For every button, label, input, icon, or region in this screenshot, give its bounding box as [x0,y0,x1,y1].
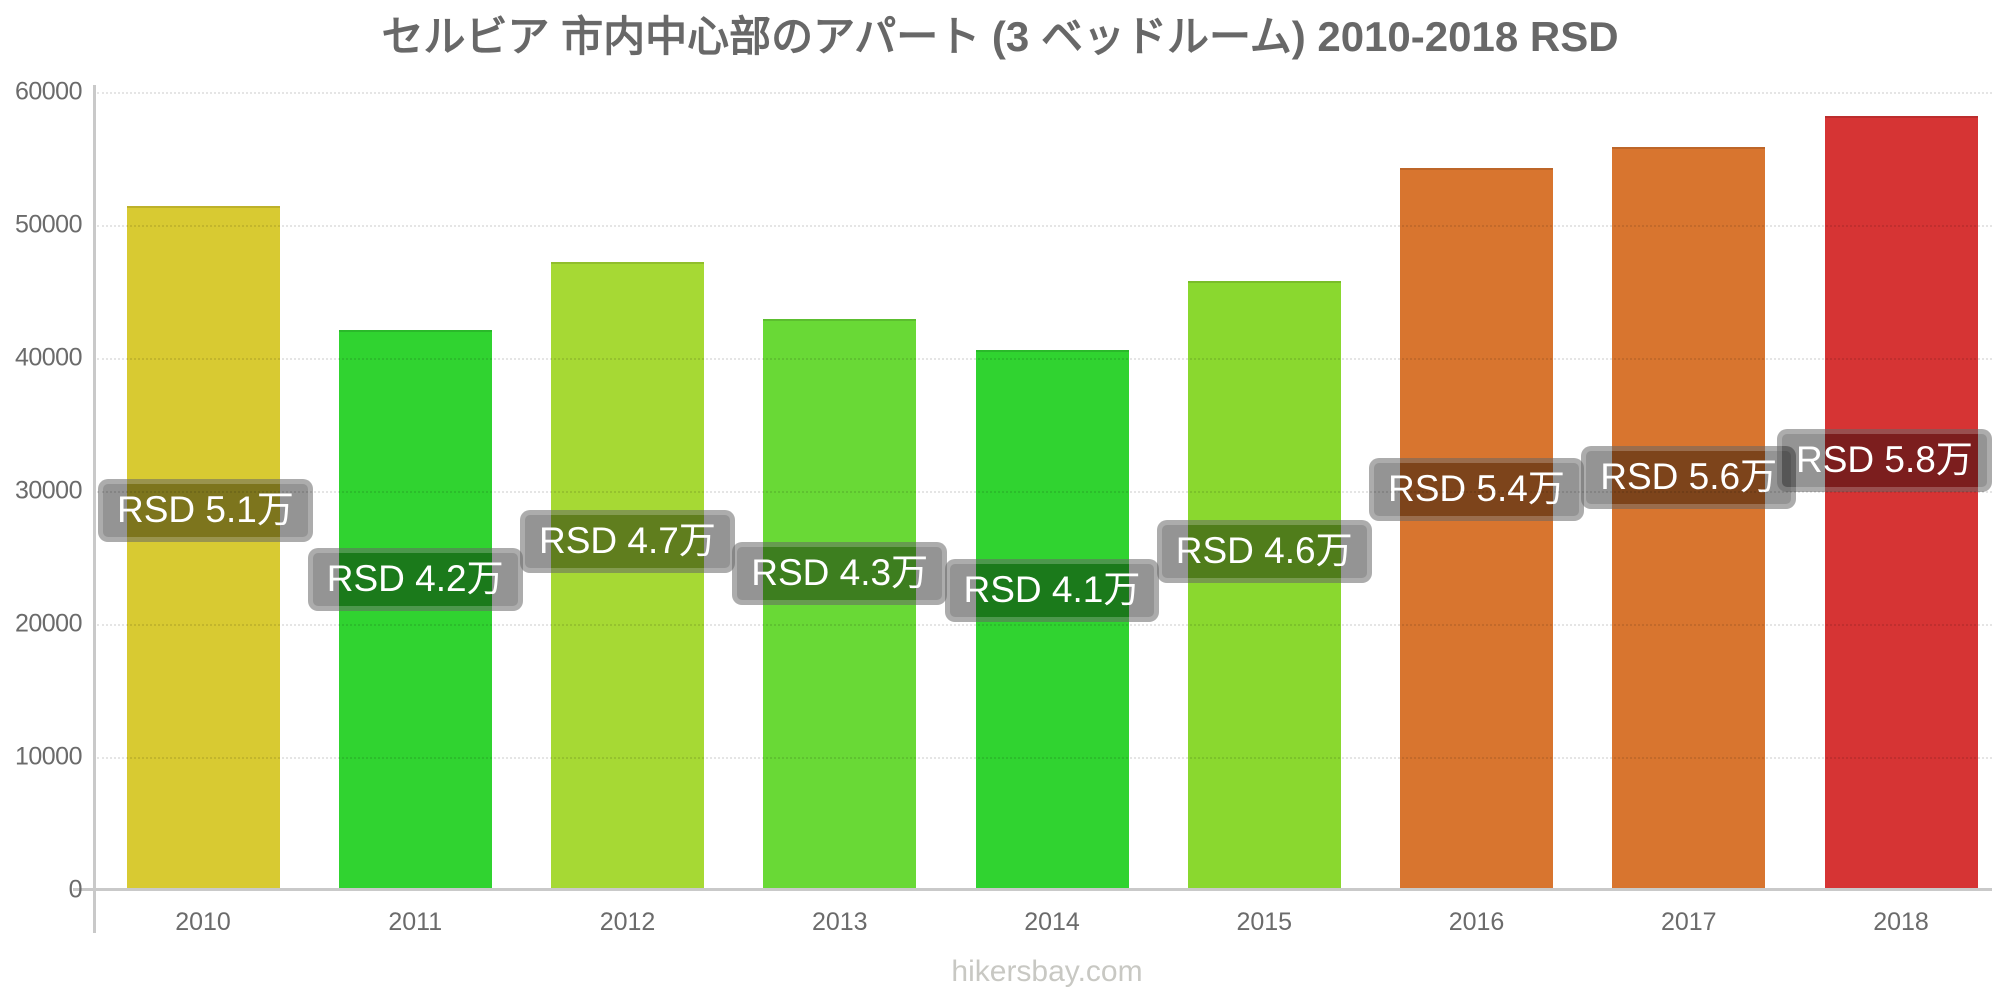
bar-2014 [975,350,1129,890]
x-tick-label: 2015 [1236,908,1293,936]
y-tick-label: 60000 [14,77,83,106]
x-tick-label: 2013 [811,908,868,936]
bar-2017 [1612,146,1766,890]
bar-value-label: RSD 4.7万 [520,510,735,574]
x-tick-label: 2010 [175,908,231,936]
gridline [97,757,1992,759]
chart-title: セルビア 市内中心部のアパート (3 ベッドルーム) 2010-2018 RSD [381,13,1619,60]
y-tick-label: 50000 [14,210,83,239]
x-tick-label: 2012 [599,908,656,936]
bar-2015 [1187,280,1341,890]
y-tick-label: 40000 [14,343,83,372]
bar-value-label: RSD 4.1万 [944,558,1160,622]
y-tick-label: 10000 [14,742,83,771]
bar-value-label: RSD 4.2万 [307,547,523,611]
bar-2016 [1400,167,1553,890]
x-tick-label: 2011 [388,908,443,936]
bar-2018 [1824,115,1978,890]
bar-value-label: RSD 4.3万 [732,541,948,605]
bar-value-label: RSD 5.1万 [98,479,313,543]
x-axis-line [73,888,1992,891]
bar-value-label: RSD 5.4万 [1369,457,1584,521]
gridline [97,491,1992,493]
gridline [97,225,1992,227]
y-tick-label: 0 [68,875,83,904]
y-tick-label: 30000 [14,476,83,505]
x-tick-label: 2014 [1024,908,1080,936]
gridline [97,624,1992,626]
x-tick-label: 2017 [1660,908,1717,936]
watermark: hikersbay.com [951,955,1143,988]
x-tick-label: 2018 [1873,908,1929,936]
x-tick-label: 2016 [1448,908,1505,936]
y-axis-line [93,85,96,933]
bar-2010 [126,206,280,890]
bar-value-label: RSD 5.8万 [1777,428,1992,492]
y-tick-label: 20000 [14,609,83,638]
bar-value-label: RSD 5.6万 [1581,445,1797,509]
bar-2011 [338,330,492,890]
bar-value-label: RSD 4.6万 [1156,520,1372,584]
bar-2012 [551,262,704,890]
bar-2013 [763,319,917,890]
gridline [97,92,1992,94]
gridline [97,358,1992,360]
